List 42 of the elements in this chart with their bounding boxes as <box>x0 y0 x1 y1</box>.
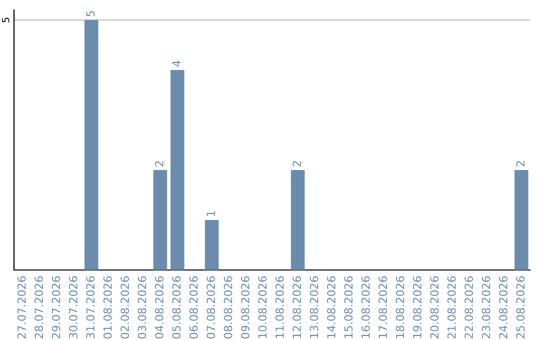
x-tick-label: 20.08.2026 <box>430 276 439 338</box>
bar <box>153 170 168 270</box>
data-label: 1 <box>206 211 215 216</box>
x-tick-label: 29.07.2026 <box>52 276 60 338</box>
x-tick-label: 25.08.2026 <box>516 276 525 338</box>
bar <box>170 70 184 270</box>
x-tick-label: 27.07.2026 <box>17 276 26 338</box>
data-label: 2 <box>292 161 301 166</box>
x-tick-label: 04.08.2026 <box>155 276 164 338</box>
x-tick-label: 22.08.2026 <box>464 276 474 338</box>
x-tick-label: 06.08.2026 <box>189 276 198 338</box>
x-tick-label: 01.08.2026 <box>103 276 112 338</box>
x-tick-label: 21.08.2026 <box>447 276 456 338</box>
x-tick-label: 09.08.2026 <box>241 276 250 338</box>
x-tick-label: 30.07.2026 <box>69 276 78 338</box>
data-label: 2 <box>155 161 164 166</box>
x-tick-label: 11.08.2026 <box>275 276 284 338</box>
x-tick-label: 28.07.2026 <box>34 276 44 338</box>
x-tick-label: 02.08.2026 <box>120 276 130 338</box>
data-label: 4 <box>172 60 180 67</box>
x-tick-label: 17.08.2026 <box>378 276 388 338</box>
bar <box>290 170 305 270</box>
x-tick-label: 19.08.2026 <box>413 276 422 338</box>
x-tick-label: 12.08.2026 <box>292 276 302 338</box>
x-tick-label: 05.08.2026 <box>172 276 181 338</box>
x-tick-label: 08.08.2026 <box>224 276 232 338</box>
bar <box>204 220 219 270</box>
x-tick-label: 31.07.2026 <box>86 276 95 338</box>
data-label: 5 <box>86 11 95 16</box>
x-tick-label: 23.08.2026 <box>482 276 490 338</box>
x-tick-label: 15.08.2026 <box>344 276 353 338</box>
data-label: 2 <box>516 161 524 166</box>
x-tick-label: 13.08.2026 <box>310 276 318 338</box>
x-tick-label: 16.08.2026 <box>361 276 370 338</box>
bar <box>514 170 528 270</box>
x-tick-label: 24.08.2026 <box>499 276 508 338</box>
x-tick-label: 18.08.2026 <box>396 276 404 338</box>
x-tick-label: 14.08.2026 <box>327 276 336 338</box>
x-tick-label: 10.08.2026 <box>258 276 267 338</box>
bar <box>84 20 98 270</box>
x-tick-label: 07.08.2026 <box>206 276 216 338</box>
x-tick-label: 03.08.2026 <box>138 276 146 338</box>
